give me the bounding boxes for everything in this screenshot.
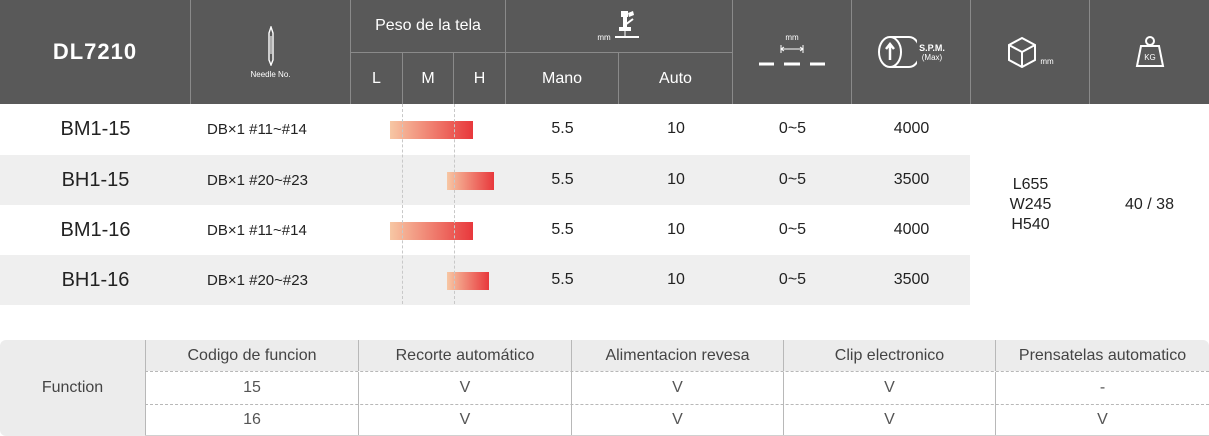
lift-mode-mano: Mano [506, 53, 619, 104]
level-divider [402, 104, 403, 304]
spm-sub: (Max) [921, 52, 943, 62]
model-name: DL7210 [52, 39, 138, 64]
row-needle: DB×1 #20~#23 [207, 171, 308, 189]
row-lift-auto: 10 [667, 120, 685, 137]
row-needle: DB×1 #11~#14 [207, 221, 307, 239]
spm-label: S.P.M. [919, 42, 945, 53]
dimension-length: L655 [1012, 175, 1049, 193]
dimension-unit: mm [1040, 56, 1054, 66]
row-model: BM1-16 [60, 218, 131, 241]
box-icon [1008, 36, 1037, 68]
dimension-height: H540 [1011, 215, 1050, 233]
dimensions-cell: L655 W245 H540 [971, 104, 1090, 305]
weight-icon: KG [1135, 36, 1164, 67]
model-header: DL7210 [0, 0, 191, 104]
function-cell: V [783, 404, 995, 436]
fabric-weight-label: Peso de la tela [375, 17, 481, 34]
needle-icon [267, 25, 274, 66]
row-stitch: 0~5 [778, 171, 807, 188]
function-header-reverse: Alimentacion revesa [571, 340, 783, 371]
weight-level-l: L [351, 53, 403, 104]
weight-level-h: H [454, 53, 506, 104]
spm-header: S.P.M. (Max) [852, 0, 971, 104]
weight-level-m: M [403, 53, 454, 104]
function-cell: V [995, 404, 1209, 436]
row-spm: 3500 [893, 171, 930, 188]
row-lift-auto: 10 [667, 271, 685, 288]
fabric-weight-bar [390, 121, 474, 139]
fabric-weight-bar [390, 222, 474, 240]
function-cell: V [358, 404, 571, 436]
row-divider [145, 371, 1209, 372]
function-header-code: Codigo de funcion [145, 340, 358, 371]
row-stitch: 0~5 [778, 120, 807, 137]
row-spm: 4000 [893, 221, 930, 238]
row-lift-auto: 10 [667, 171, 685, 188]
row-lift-mano: 5.5 [551, 120, 574, 137]
stitch-length-icon [759, 44, 825, 65]
function-label: Function [0, 340, 145, 436]
row-model: BM1-15 [60, 117, 131, 140]
row-spm: 4000 [893, 120, 930, 137]
stitch-unit: mm [785, 32, 799, 42]
weight-cell: 40 / 38 [1090, 104, 1209, 305]
function-header-presser: Prensatelas automatico [995, 340, 1209, 371]
weight-header: KG [1090, 0, 1209, 104]
presser-lift-header: mm [506, 0, 733, 53]
function-header-clip: Clip electronico [783, 340, 995, 371]
lift-unit: mm [597, 32, 611, 42]
speed-dial-icon [878, 36, 918, 68]
row-lift-mano: 5.5 [551, 271, 574, 288]
fabric-weight-bar [447, 172, 494, 190]
table-row: BM1-15 DB×1 #11~#14 5.5 10 0~5 4000 [0, 104, 970, 154]
function-cell: - [995, 372, 1209, 404]
function-cell: V [571, 404, 783, 436]
weight-value: 40 / 38 [1125, 195, 1174, 213]
function-cell: 16 [145, 404, 358, 436]
row-model: BH1-15 [61, 168, 130, 191]
row-stitch: 0~5 [778, 271, 807, 288]
fabric-weight-header: Peso de la tela [351, 0, 506, 53]
presser-foot-icon [614, 11, 639, 38]
svg-text:KG: KG [1144, 53, 1156, 62]
row-lift-mano: 5.5 [551, 221, 574, 238]
needle-header: Needle No. [191, 0, 351, 104]
function-cell: 15 [145, 372, 358, 404]
table-row: BH1-16 DB×1 #20~#23 5.5 10 0~5 3500 [0, 255, 970, 305]
row-lift-auto: 10 [667, 221, 685, 238]
row-needle: DB×1 #20~#23 [207, 271, 308, 289]
row-needle: DB×1 #11~#14 [207, 120, 307, 138]
function-header-trim: Recorte automático [358, 340, 571, 371]
row-lift-mano: 5.5 [551, 171, 574, 188]
lift-mode-auto: Auto [619, 53, 733, 104]
table-row: BH1-15 DB×1 #20~#23 5.5 10 0~5 3500 [0, 155, 970, 205]
dimensions-header: mm [971, 0, 1090, 104]
spec-table: DL7210 Needle No. Peso de la tela L M H … [0, 0, 1209, 305]
function-cell: V [783, 372, 995, 404]
row-model: BH1-16 [61, 268, 130, 291]
row-divider [145, 404, 1209, 405]
table-row: BM1-16 DB×1 #11~#14 5.5 10 0~5 4000 [0, 205, 970, 255]
dimension-width: W245 [1009, 195, 1052, 213]
row-spm: 3500 [893, 271, 930, 288]
row-stitch: 0~5 [778, 221, 807, 238]
needle-label: Needle No. [250, 69, 291, 79]
function-cell: V [358, 372, 571, 404]
level-divider [454, 104, 455, 304]
function-cell: V [571, 372, 783, 404]
fabric-weight-bar [447, 272, 489, 290]
stitch-length-header: mm [733, 0, 852, 104]
